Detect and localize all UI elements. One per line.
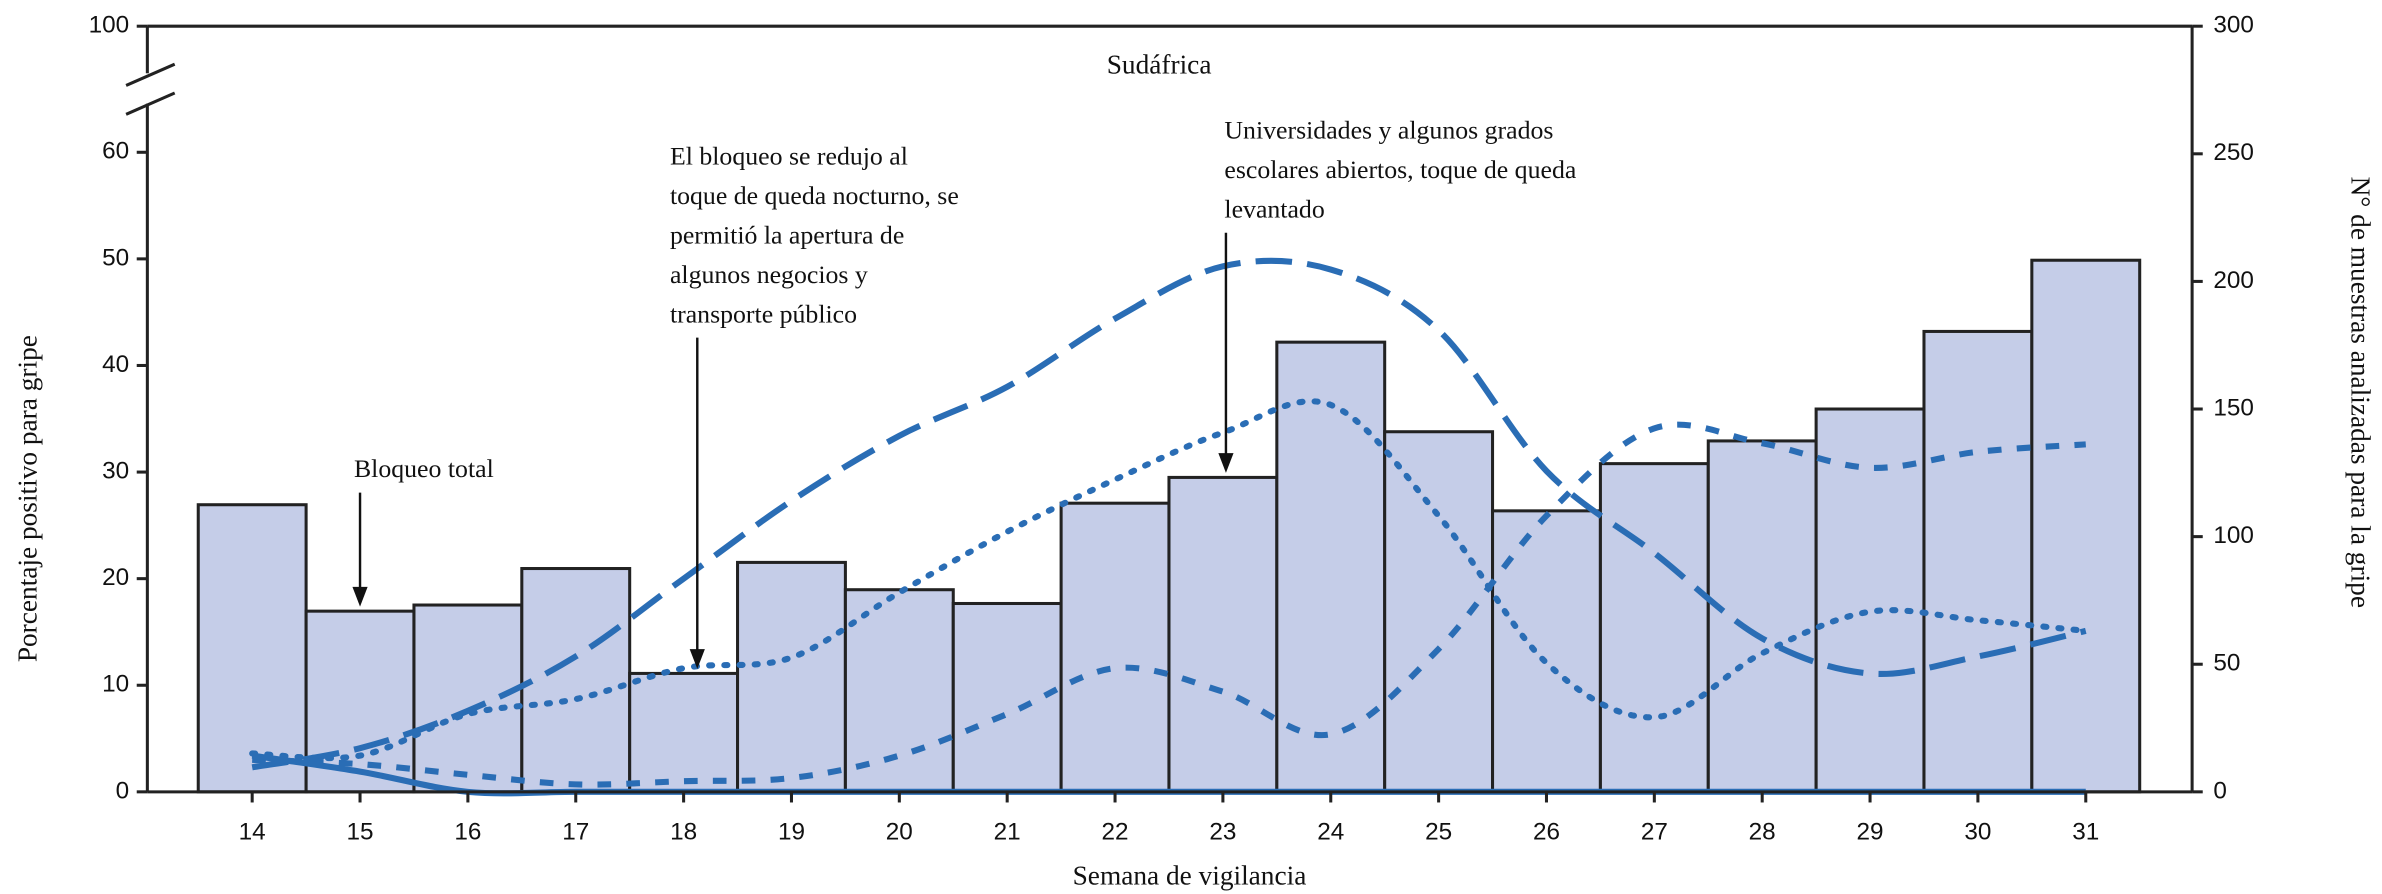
y-tick-label: 60: [102, 138, 129, 165]
y-tick-label: 20: [102, 564, 129, 591]
y-tick-label: 10: [102, 671, 129, 698]
x-tick-label: 22: [1102, 818, 1129, 845]
y2-tick-label: 150: [2213, 394, 2254, 421]
bar: [843, 588, 955, 794]
bar: [736, 560, 847, 794]
y2-tick-label: 100: [2213, 522, 2254, 549]
y2-tick-label: 250: [2213, 139, 2254, 166]
annotation-text: Bloqueo total: [354, 454, 494, 483]
y2-axis-label: N° de muestras analizadas para la gripe: [2345, 177, 2375, 608]
annotation-text: transporte público: [670, 299, 857, 328]
axis-break: [125, 62, 176, 87]
x-tick-label: 23: [1209, 818, 1236, 845]
bar: [628, 671, 740, 794]
x-tick-label: 17: [562, 818, 589, 845]
annotation-arrowhead: [1218, 453, 1234, 473]
y-tick-label: 100: [89, 12, 130, 39]
y2-tick-label: 0: [2213, 777, 2227, 804]
annotation-arrowhead: [689, 649, 705, 669]
bar: [1491, 509, 1602, 794]
bar: [1383, 430, 1495, 794]
chart-title: Sudáfrica: [1107, 49, 1212, 79]
y-tick-label: 30: [102, 457, 129, 484]
bar: [1598, 462, 1710, 794]
x-tick-label: 16: [454, 818, 481, 845]
y2-tick-label: 300: [2213, 12, 2254, 39]
x-tick-label: 24: [1317, 818, 1344, 845]
y-tick-label: 50: [102, 244, 129, 271]
y2-tick-label: 200: [2213, 267, 2254, 294]
bar: [412, 603, 524, 794]
x-tick-label: 31: [2072, 818, 2099, 845]
bar: [951, 601, 1063, 794]
annotation-text: algunos negocios y: [670, 260, 868, 289]
annotation-text: levantado: [1224, 194, 1324, 223]
annotation-text: El bloqueo se redujo al: [670, 141, 908, 170]
annotation-arrowhead: [352, 586, 368, 607]
bars: [196, 258, 2142, 794]
bar: [1167, 475, 1279, 794]
y2-tick-label: 50: [2213, 650, 2240, 677]
bar: [304, 609, 416, 794]
x-tick-label: 29: [1857, 818, 1884, 845]
bar: [520, 567, 632, 794]
x-tick-label: 26: [1533, 818, 1560, 845]
x-tick-label: 28: [1749, 818, 1776, 845]
x-tick-label: 27: [1641, 818, 1668, 845]
y-axis-label: Porcentaje positivo para gripe: [13, 335, 43, 662]
x-tick-label: 21: [994, 818, 1021, 845]
line-series: [249, 398, 2089, 762]
annotation-text: escolares abiertos, toque de queda: [1224, 155, 1576, 184]
bar: [1275, 340, 1387, 794]
y-tick-label: 40: [102, 351, 129, 378]
bar: [1059, 501, 1171, 794]
x-tick-label: 14: [239, 818, 266, 845]
x-tick-label: 25: [1425, 818, 1452, 845]
x-tick-label: 19: [778, 818, 805, 845]
annotation-text: Universidades y algunos grados: [1224, 115, 1553, 144]
bar: [2030, 258, 2142, 794]
bar: [1814, 407, 1926, 794]
line-series: [252, 421, 2086, 788]
x-axis-label: Semana de vigilancia: [1073, 861, 1307, 891]
bar: [196, 503, 308, 794]
bar: [1922, 329, 2034, 794]
bar: [1706, 439, 1818, 794]
x-tick-label: 30: [1964, 818, 1991, 845]
x-tick-label: 20: [886, 818, 913, 845]
annotation-text: toque de queda nocturno, se: [670, 181, 959, 210]
x-tick-label: 15: [347, 818, 374, 845]
annotation-text: permitió la apertura de: [670, 220, 904, 249]
axis-break: [125, 91, 176, 116]
line-series: [251, 257, 2087, 771]
x-tick-label: 18: [670, 818, 697, 845]
y-tick-label: 0: [116, 777, 130, 804]
